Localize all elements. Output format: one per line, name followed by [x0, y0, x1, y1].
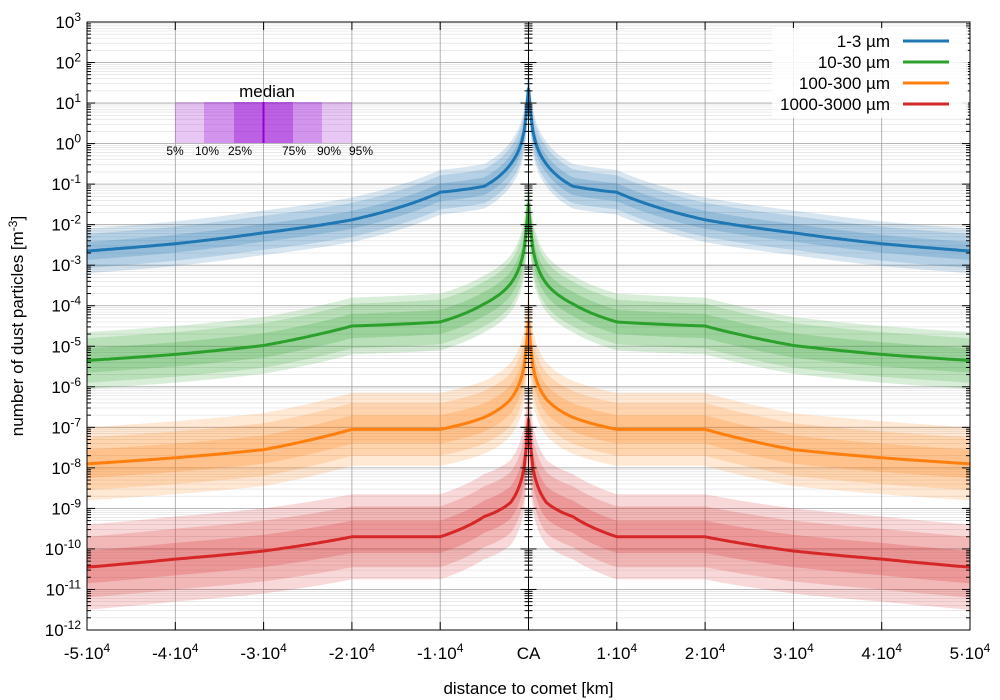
x-tick-label: -2·104	[329, 641, 376, 663]
x-tick-label: -5·104	[64, 641, 111, 663]
y-tick-label: 10-7	[51, 415, 81, 437]
y-tick-label: 10-3	[51, 253, 81, 275]
y-axis-title-end: ]	[8, 216, 27, 221]
band-10-90-10-30-m	[87, 182, 970, 383]
y-tick-label: 10-4	[51, 294, 81, 316]
key-percentile-label: 25%	[228, 144, 252, 158]
y-axis-title: number of dust particles [m-3]	[6, 216, 27, 436]
y-tick-label: 103	[55, 10, 81, 32]
band-5-95-100-300-m	[87, 285, 970, 501]
y-tick-label: 10-1	[51, 172, 81, 194]
y-tick-label: 100	[55, 132, 81, 154]
legend: 1-3 µm 10-30 µm 100-300 µm 1000-3000 µm	[772, 28, 968, 118]
x-tick-labels: -5·104 -4·104 -3·104 -2·104 -1·104 CA 1·104 2·1…	[64, 641, 991, 663]
band-25-75-1000-3000-m	[87, 403, 970, 584]
key-percentile-label: 95%	[349, 144, 373, 158]
x-tick-label: 4·104	[861, 641, 902, 663]
key-percentile-label: 10%	[195, 144, 219, 158]
x-tick-label: CA	[517, 644, 541, 663]
band-5-95-1000-3000-m	[87, 376, 970, 610]
y-tick-label: 10-9	[51, 496, 81, 518]
band-25-75-10-30-m	[87, 192, 970, 373]
legend-label: 10-30 µm	[818, 53, 890, 72]
x-axis-title: distance to comet [km]	[443, 679, 613, 698]
y-tick-label: 10-12	[45, 618, 82, 640]
y-tick-label: 10-11	[46, 577, 82, 599]
key-title: median	[239, 82, 295, 101]
key-percentile-label: 75%	[282, 144, 306, 158]
band-25-75-1-3-m	[87, 80, 970, 260]
x-tick-label: 2·104	[685, 641, 726, 663]
axis-ticks	[86, 22, 971, 631]
legend-label: 100-300 µm	[799, 74, 890, 93]
y-axis-title-sup: -3	[6, 220, 20, 231]
x-tick-label: 1·104	[596, 641, 637, 663]
key-percentile-label: 5%	[166, 144, 184, 158]
y-tick-label: 10-8	[51, 456, 81, 478]
x-tick-label: -1·104	[417, 641, 464, 663]
plot-frame	[86, 21, 971, 631]
y-tick-label: 10-6	[51, 375, 81, 397]
band-5-95-1-3-m	[87, 66, 970, 274]
key-band	[322, 102, 352, 143]
y-tick-label: 10-2	[51, 213, 81, 235]
percentile-key: median 5% 10% 25% 75% 90% 95%	[166, 82, 373, 158]
y-tick-label: 10-5	[51, 334, 81, 356]
y-tick-label: 102	[55, 51, 81, 73]
y-tick-label: 101	[55, 91, 81, 113]
key-percentile-label: 90%	[317, 144, 341, 158]
y-tick-label: 10-10	[45, 537, 82, 559]
x-tick-label: 5·104	[950, 641, 991, 663]
band-25-75-100-300-m	[87, 307, 970, 478]
legend-label: 1-3 µm	[837, 32, 890, 51]
legend-label: 1000-3000 µm	[780, 95, 890, 114]
key-band	[175, 102, 204, 143]
y-axis-title-main: number of dust particles [m	[8, 231, 27, 436]
x-tick-label: -4·104	[152, 641, 199, 663]
key-band	[293, 102, 322, 143]
key-band	[204, 102, 234, 143]
band-10-90-1-3-m	[87, 71, 970, 269]
x-tick-label: 3·104	[773, 641, 814, 663]
x-tick-label: -3·104	[240, 641, 287, 663]
y-tick-labels: 103 102 101 100 10-1 10-2 10-3 10-4 10-5 10-6 10-7…	[45, 10, 82, 640]
